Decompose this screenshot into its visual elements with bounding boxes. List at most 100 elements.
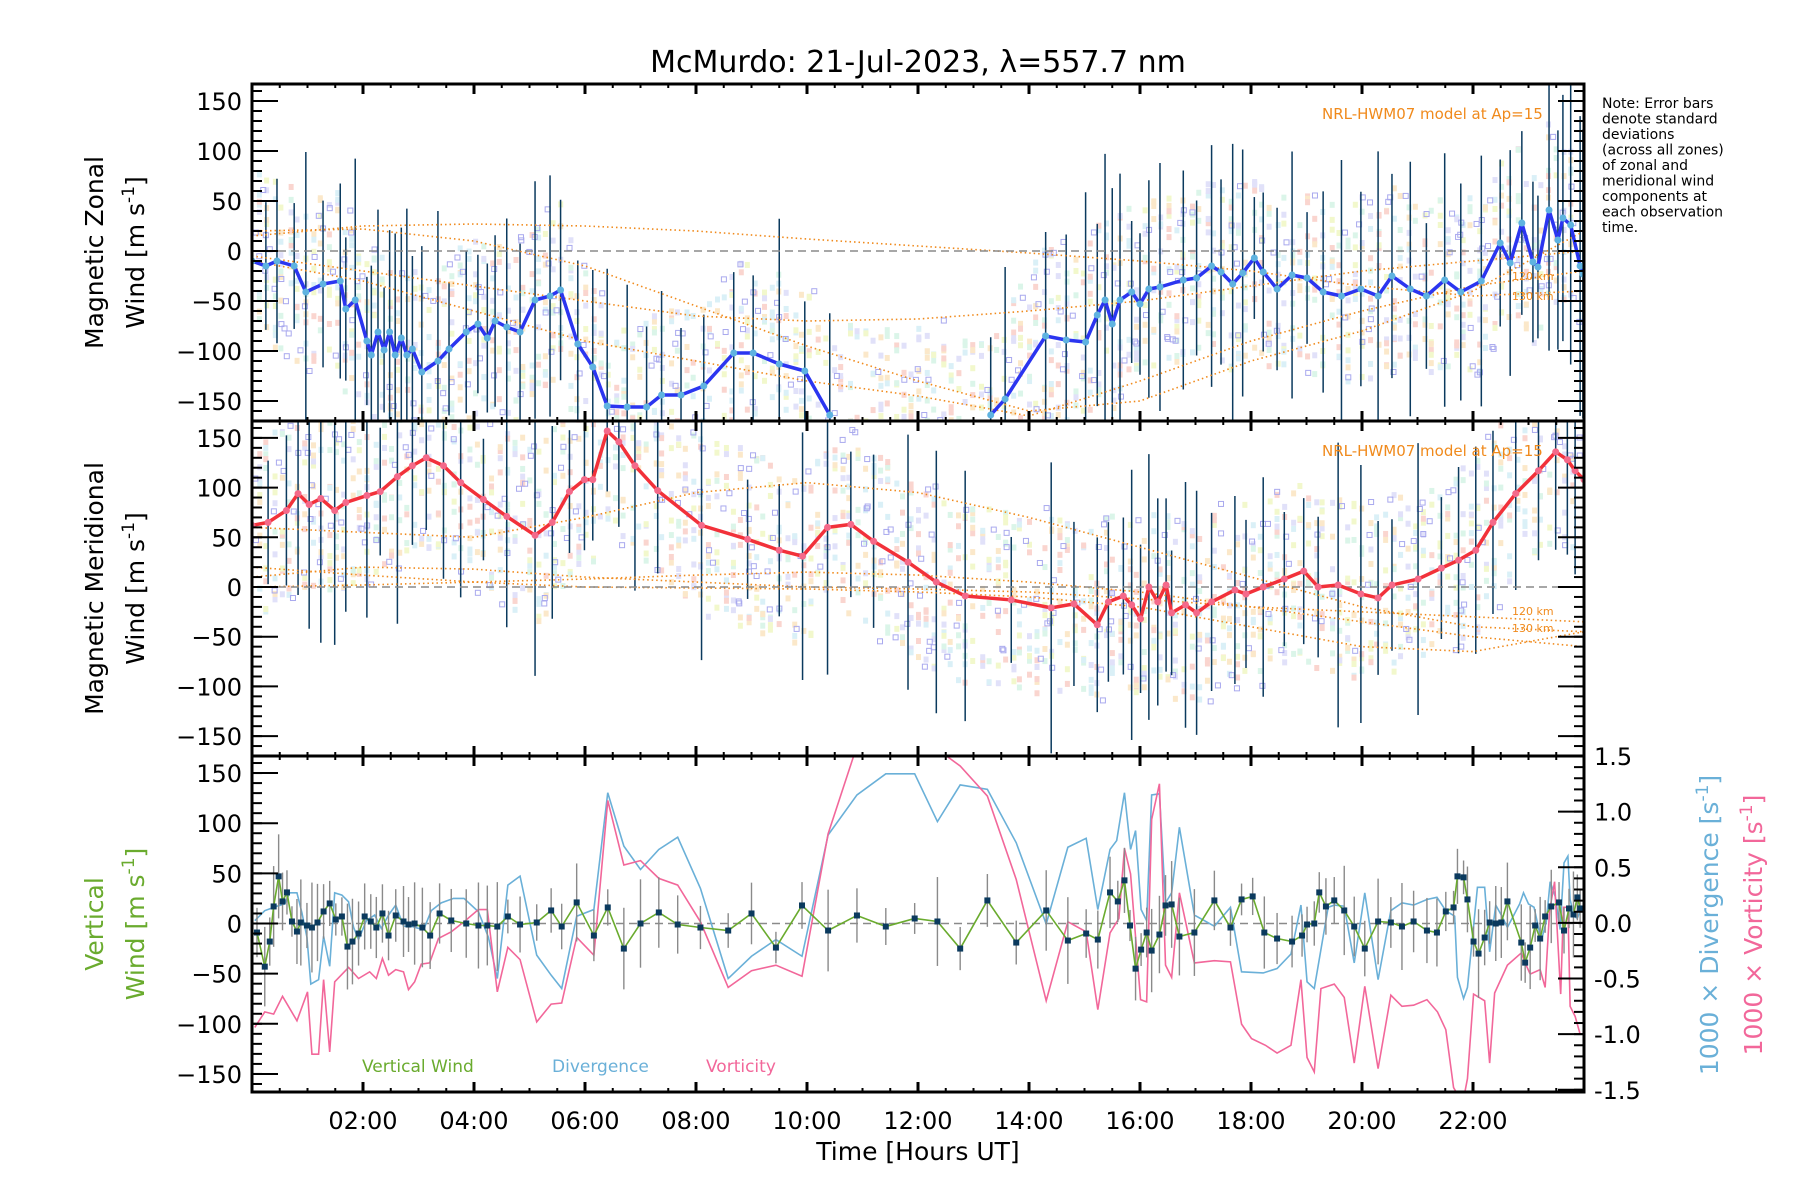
observation-marker <box>467 503 473 510</box>
data-point <box>775 360 783 368</box>
observation-marker <box>591 374 597 381</box>
observation-marker <box>956 355 962 362</box>
observation-marker <box>1522 427 1528 434</box>
observation-marker <box>1460 477 1466 484</box>
observation-marker <box>908 409 914 416</box>
observation-marker <box>714 308 720 315</box>
observation-marker <box>1483 561 1489 568</box>
observation-marker <box>1141 580 1147 587</box>
observation-marker <box>1151 198 1157 205</box>
observation-marker <box>412 285 418 292</box>
zone-marker <box>1326 276 1333 283</box>
observation-marker <box>884 327 890 334</box>
observation-marker <box>832 554 838 561</box>
observation-marker <box>1314 590 1320 597</box>
zone-marker <box>1461 601 1468 608</box>
zone-marker <box>1095 543 1102 550</box>
model-curve-model-a <box>252 223 1584 297</box>
observation-marker <box>1080 354 1086 361</box>
observation-marker <box>1491 504 1497 511</box>
observation-marker <box>706 301 712 308</box>
zone-marker <box>517 234 524 241</box>
zone-marker <box>402 444 409 451</box>
observation-marker <box>1351 536 1357 543</box>
observation-marker <box>1351 661 1357 668</box>
zone-marker <box>1485 243 1492 250</box>
observation-marker <box>1428 269 1434 276</box>
observation-marker <box>1197 684 1203 691</box>
observation-marker <box>1087 377 1093 384</box>
observation-marker <box>419 489 425 496</box>
observation-marker <box>1553 146 1559 153</box>
observation-marker <box>1532 421 1538 428</box>
observation-marker <box>1406 241 1412 248</box>
data-point <box>1460 874 1467 881</box>
observation-marker <box>1437 323 1443 330</box>
observation-marker <box>1151 326 1157 333</box>
observation-marker <box>651 326 657 333</box>
observation-marker <box>379 291 385 298</box>
observation-marker <box>863 580 869 587</box>
observation-marker <box>317 287 323 294</box>
observation-marker <box>924 354 930 361</box>
observation-marker <box>956 615 962 622</box>
observation-marker <box>1453 539 1459 546</box>
observation-marker <box>574 396 580 403</box>
observation-marker <box>1189 543 1195 550</box>
observation-marker <box>294 313 300 320</box>
observation-marker <box>823 553 829 560</box>
observation-marker <box>846 483 852 490</box>
y-axis-label-line2: Wind [m s-1] <box>119 176 150 329</box>
observation-marker <box>840 509 846 516</box>
observation-marker <box>272 489 278 496</box>
observation-marker <box>333 533 339 540</box>
observation-marker <box>1096 329 1102 336</box>
observation-marker <box>1384 336 1390 343</box>
observation-marker <box>1018 325 1024 332</box>
observation-marker <box>878 334 884 341</box>
observation-marker <box>885 476 891 483</box>
observation-marker <box>1197 574 1203 581</box>
observation-marker <box>567 571 573 578</box>
zone-marker <box>736 600 743 607</box>
y-label-text: Wind [m s <box>121 203 150 329</box>
observation-marker <box>1359 373 1365 380</box>
observation-marker <box>970 516 976 523</box>
observation-marker <box>1228 244 1234 251</box>
observation-marker <box>474 441 480 448</box>
observation-marker <box>418 407 424 414</box>
observation-marker <box>854 333 860 340</box>
observation-marker <box>1506 269 1512 276</box>
zone-marker <box>1170 672 1177 679</box>
x-axis-label: Time [Hours UT] <box>815 1137 1019 1166</box>
data-point <box>1168 609 1176 617</box>
data-point <box>262 262 270 270</box>
observation-marker <box>1133 685 1139 692</box>
observation-marker <box>908 649 914 656</box>
observation-marker <box>481 395 487 402</box>
zone-marker <box>281 325 288 332</box>
observation-marker <box>899 558 905 565</box>
data-point <box>1388 272 1396 280</box>
observation-marker <box>767 481 773 488</box>
observation-marker <box>349 375 355 382</box>
observation-marker <box>1141 616 1147 623</box>
observation-marker <box>1383 582 1389 589</box>
observation-marker <box>426 434 432 441</box>
observation-marker <box>505 348 511 355</box>
observation-marker <box>1398 511 1404 518</box>
observation-marker <box>752 330 758 337</box>
observation-marker <box>923 615 929 622</box>
zone-marker <box>358 525 365 532</box>
observation-marker <box>1228 332 1234 339</box>
observation-marker <box>473 325 479 332</box>
observation-marker <box>691 561 697 568</box>
observation-marker <box>838 383 844 390</box>
observation-marker <box>1515 484 1521 491</box>
zone-marker <box>386 558 393 565</box>
observation-marker <box>1281 220 1287 227</box>
observation-marker <box>978 342 984 349</box>
observation-marker <box>356 439 362 446</box>
observation-marker <box>1157 654 1163 661</box>
observation-marker <box>894 537 900 544</box>
